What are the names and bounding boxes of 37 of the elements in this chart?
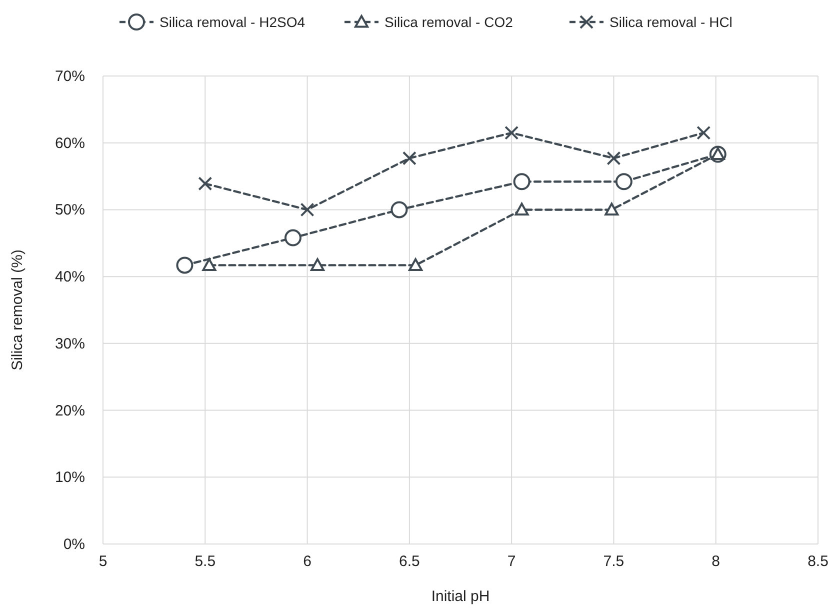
x-tick-label: 5.5 xyxy=(194,553,216,570)
legend-label: Silica removal - CO2 xyxy=(384,14,514,30)
point xyxy=(402,151,416,166)
x-tick-label: 7.5 xyxy=(603,553,624,570)
y-tick-label: 60% xyxy=(54,134,85,152)
point xyxy=(408,258,423,272)
y-tick-label: 20% xyxy=(54,402,85,420)
x-axis-title: Initial pH xyxy=(431,588,490,605)
point xyxy=(696,126,711,140)
point xyxy=(504,126,519,140)
y-tick-label: 40% xyxy=(54,268,85,286)
x-tick-label: 6.5 xyxy=(399,553,420,570)
y-tick-label: 30% xyxy=(54,335,85,352)
point xyxy=(300,202,314,217)
y-axis-title: Silica removal (%) xyxy=(9,250,26,370)
point xyxy=(202,258,216,272)
y-tick-label: 10% xyxy=(54,469,85,486)
legend-label: Silica removal - HCl xyxy=(610,14,732,30)
point xyxy=(176,256,194,274)
point xyxy=(390,201,408,218)
point xyxy=(198,176,212,191)
x-tick-label: 7 xyxy=(507,553,516,570)
point xyxy=(604,202,619,216)
x-tick-label: 6 xyxy=(303,553,312,570)
point xyxy=(284,229,302,246)
x-tick-label: 8 xyxy=(712,553,720,570)
point xyxy=(310,258,324,272)
x-tick-label: 8.5 xyxy=(808,553,828,570)
legend-label: Silica removal - H2SO4 xyxy=(160,14,306,30)
point xyxy=(606,151,621,166)
x-tick-label: 5 xyxy=(98,553,108,570)
y-tick-label: 0% xyxy=(63,536,85,553)
y-tick-label: 50% xyxy=(54,202,85,219)
point xyxy=(514,202,529,216)
point xyxy=(513,173,530,190)
y-tick-label: 70% xyxy=(54,68,85,85)
point xyxy=(615,173,632,190)
